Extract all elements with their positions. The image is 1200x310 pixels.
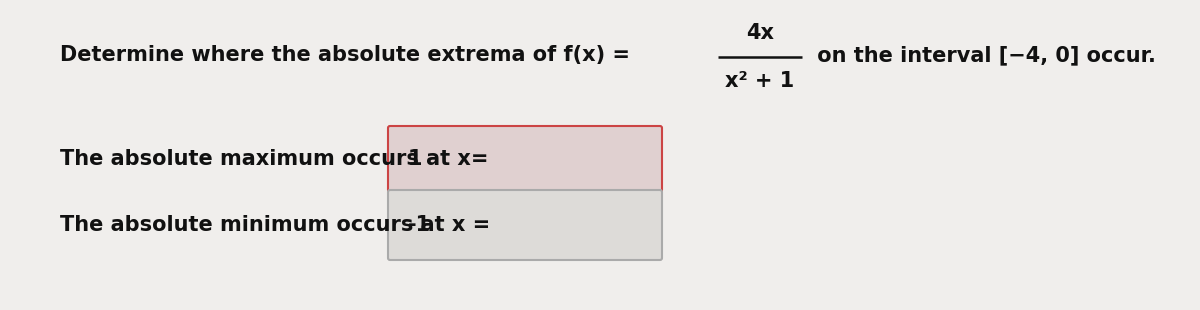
Text: 1: 1: [408, 149, 422, 169]
Text: -1: -1: [408, 215, 431, 235]
Text: The absolute minimum occurs at x =: The absolute minimum occurs at x =: [60, 215, 498, 235]
Text: Determine where the absolute extrema of f(x) =: Determine where the absolute extrema of …: [60, 45, 630, 65]
Text: 4x: 4x: [746, 23, 774, 43]
FancyBboxPatch shape: [388, 126, 662, 192]
FancyBboxPatch shape: [388, 190, 662, 260]
Text: The absolute maximum occurs at x=: The absolute maximum occurs at x=: [60, 149, 488, 169]
Text: on the interval [−4, 0] occur.: on the interval [−4, 0] occur.: [810, 45, 1156, 65]
Text: x² + 1: x² + 1: [725, 71, 794, 91]
